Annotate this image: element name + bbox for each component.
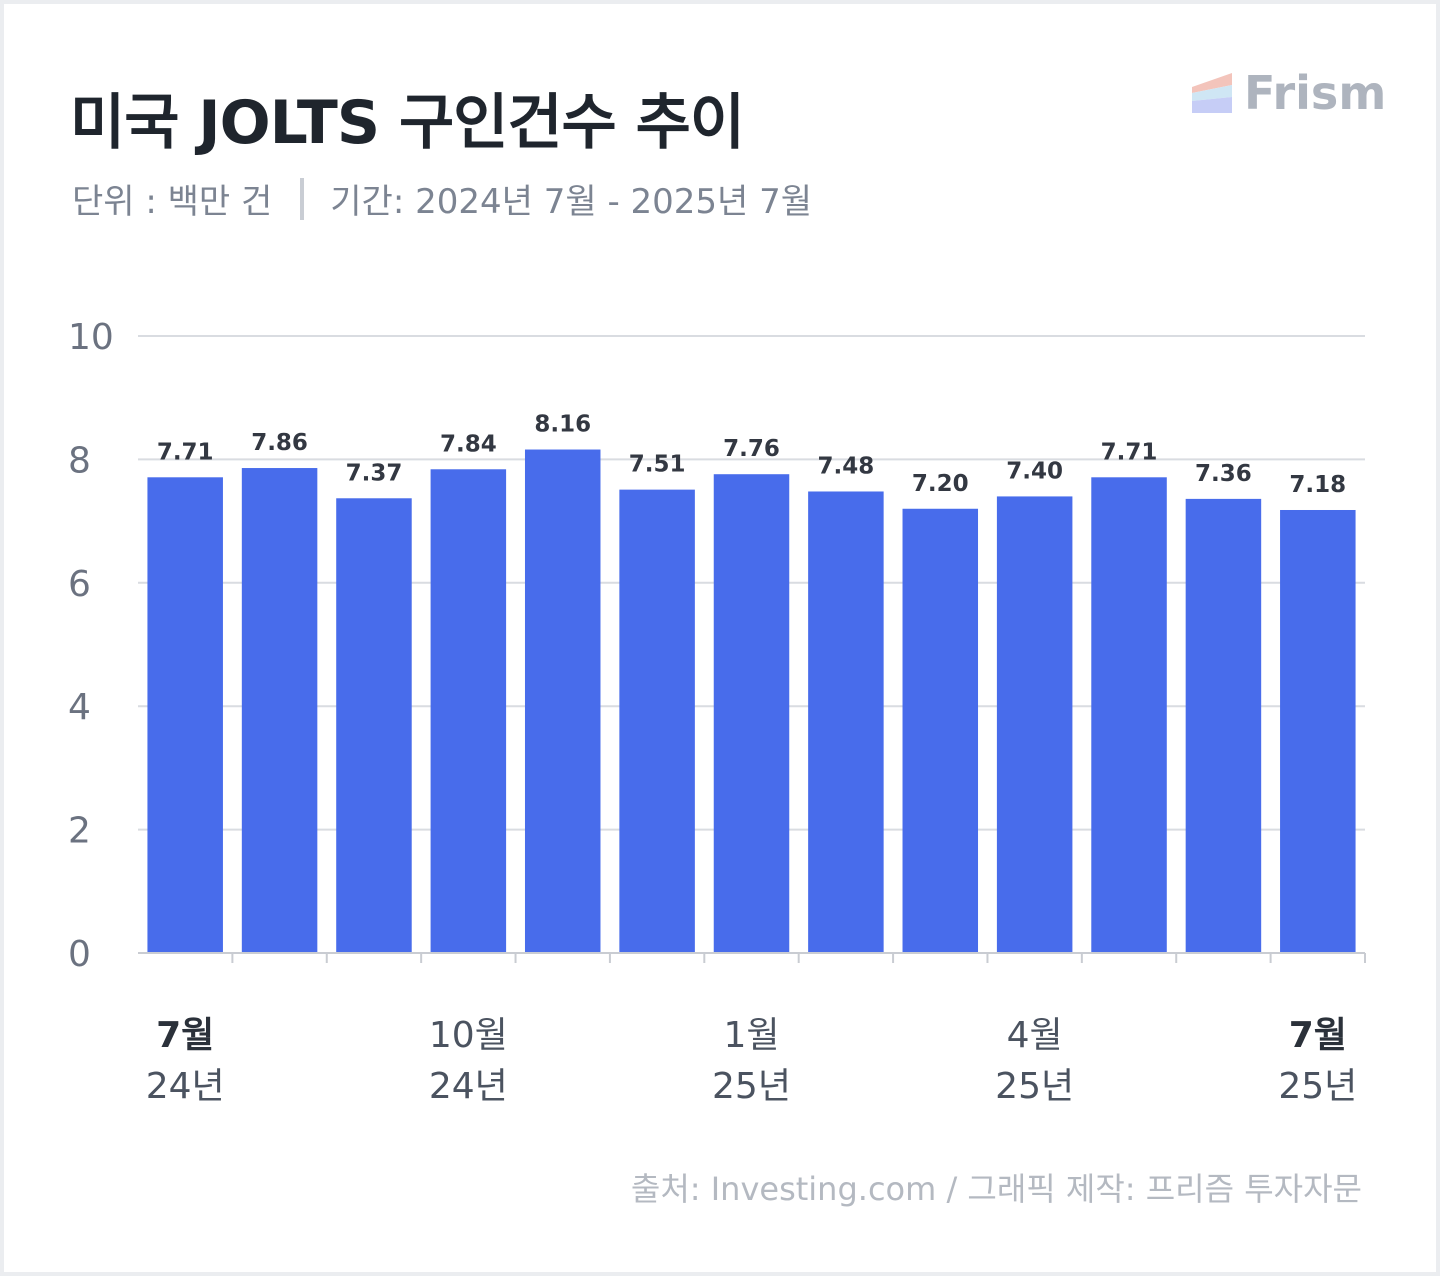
bar: [902, 508, 979, 953]
x-month-label: 7월: [1289, 1015, 1347, 1056]
bar: [1280, 509, 1356, 953]
x-month-label: 1월: [723, 1015, 779, 1056]
bar-value-label: 8.16: [534, 412, 591, 438]
chart-title: 미국 JOLTS 구인건수 추이: [70, 88, 745, 158]
bar: [713, 474, 790, 953]
bar-value-label: 7.37: [346, 460, 403, 486]
x-axis: [138, 952, 1366, 963]
bar: [1091, 477, 1167, 953]
bar-value-label: 7.86: [251, 430, 308, 456]
frism-logo-icon: [1192, 73, 1232, 113]
bar-value-label: 7.36: [1195, 461, 1252, 487]
bar: [241, 468, 318, 953]
y-tick-label: 8: [68, 440, 91, 481]
bar: [808, 491, 884, 953]
logo-text: Frism: [1244, 66, 1387, 120]
bar-value-label: 7.71: [157, 439, 214, 465]
bar: [619, 489, 695, 953]
bar-value-label: 7.76: [723, 436, 780, 462]
y-tick-label: 6: [68, 564, 91, 605]
bars: [147, 449, 1356, 953]
bar: [430, 469, 507, 953]
unit-label: 단위 : 백만 건: [72, 182, 273, 222]
bar-value-label: 7.48: [818, 453, 875, 479]
y-tick-label: 0: [68, 934, 91, 975]
bar-value-label: 7.20: [912, 471, 969, 497]
x-month-label: 10월: [429, 1015, 508, 1056]
chart-subtitle: 단위 : 백만 건 기간: 2024년 7월 - 2025년 7월: [72, 174, 812, 223]
bar-value-label: 7.40: [1006, 458, 1063, 484]
x-year-label: 25년: [995, 1066, 1074, 1107]
bar: [147, 477, 223, 953]
y-tick-label: 4: [68, 687, 91, 728]
x-axis-labels: 7월 24년 10월 24년 1월 25년 4월 25년 7월 25년: [146, 1015, 1358, 1107]
x-year-label: 25년: [712, 1066, 791, 1107]
subtitle-divider: [300, 177, 305, 220]
y-tick-label: 10: [68, 317, 114, 358]
x-year-label: 24년: [146, 1066, 225, 1107]
period-label: 기간: 2024년 7월 - 2025년 7월: [330, 182, 813, 222]
bar: [336, 498, 412, 953]
bar: [996, 496, 1073, 953]
bar-value-label: 7.71: [1101, 439, 1158, 465]
bar: [524, 449, 601, 953]
frism-logo: Frism: [1192, 66, 1386, 120]
x-month-label: 4월: [1007, 1015, 1063, 1056]
source-note: 출처: Investing.com / 그래픽 제작: 프리즘 투자자문: [630, 1170, 1362, 1208]
y-tick-label: 2: [68, 811, 91, 852]
x-month-label: 7월: [156, 1015, 214, 1056]
bar-value-label: 7.18: [1289, 472, 1346, 498]
value-labels: 7.71 7.86 7.37 7.84 8.16 7.51 7.76 7.48 7.20 7.40…: [157, 412, 1346, 498]
bar-value-label: 7.51: [629, 452, 686, 478]
bar-value-label: 7.84: [440, 431, 497, 457]
x-year-label: 24년: [429, 1066, 508, 1107]
bar: [1185, 498, 1262, 953]
x-year-label: 25년: [1278, 1066, 1357, 1107]
y-axis-ticks: 0 2 4 6 8 10: [68, 317, 114, 975]
